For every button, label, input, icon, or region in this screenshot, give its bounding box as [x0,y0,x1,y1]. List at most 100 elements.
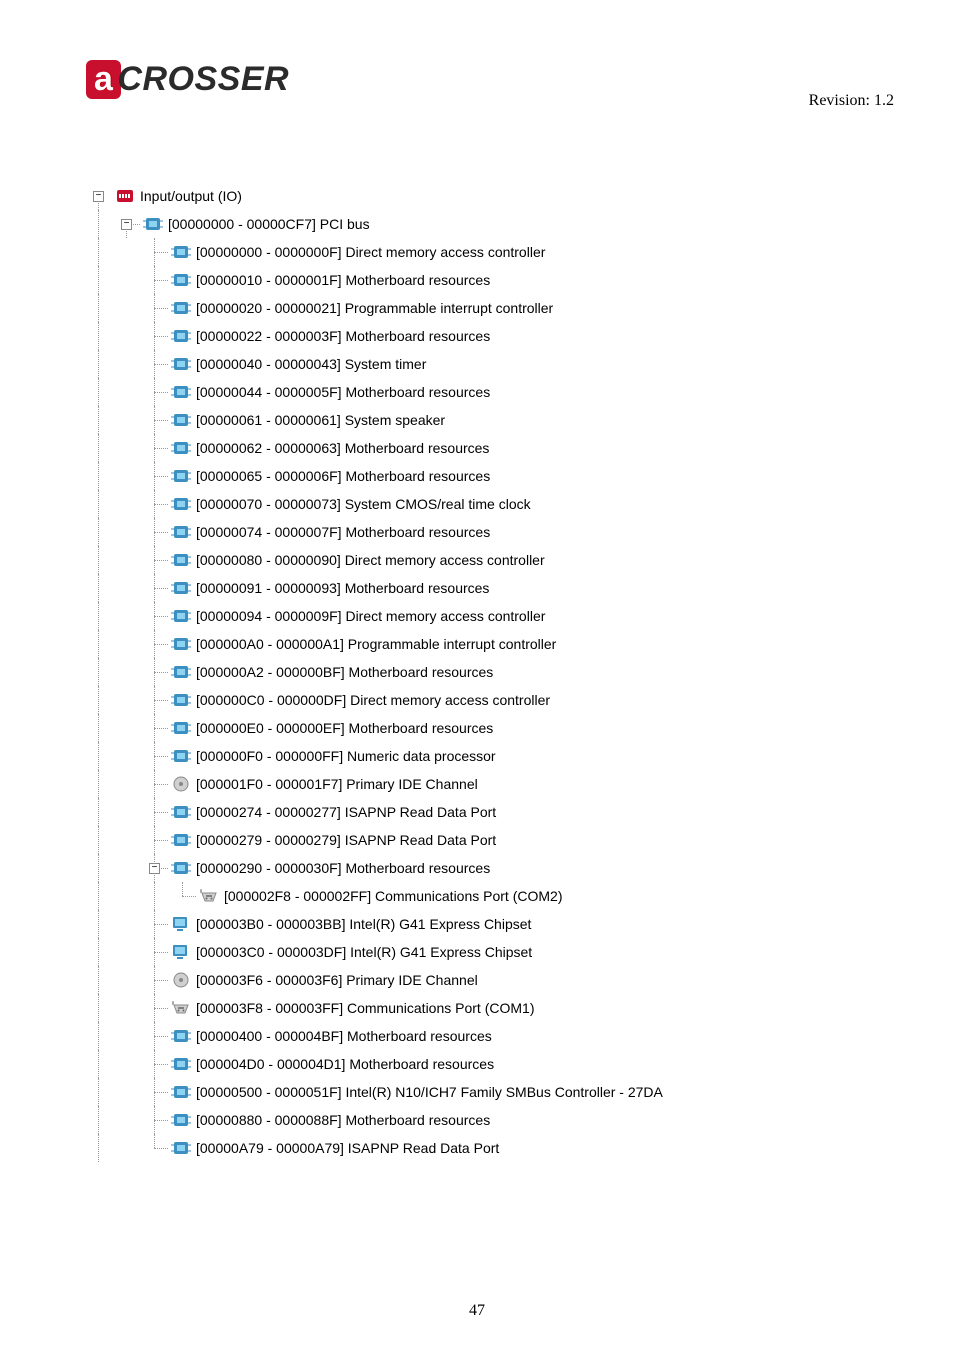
resource-label[interactable]: [00000062 - 00000063] Motherboard resour… [194,441,489,455]
tree-row: [000000C0 - 000000DF] Direct memory acce… [86,686,663,714]
tree-row: [00000022 - 0000003F] Motherboard resour… [86,322,663,350]
resource-label[interactable]: [00000070 - 00000073] System CMOS/real t… [194,497,531,511]
resource-label[interactable]: [00000044 - 0000005F] Motherboard resour… [194,385,490,399]
resource-label[interactable]: [00000040 - 00000043] System timer [194,357,426,371]
expander-icon[interactable] [121,219,132,230]
chip-icon [170,523,192,541]
resource-label[interactable]: [00000274 - 00000277] ISAPNP Read Data P… [194,805,496,819]
tree-row: [000003F8 - 000003FF] Communications Por… [86,994,663,1022]
resource-label[interactable]: [000004D0 - 000004D1] Motherboard resour… [194,1057,494,1071]
resource-label[interactable]: [00000000 - 00000CF7] PCI bus [166,217,370,231]
chip-icon [170,719,192,737]
chip-icon [170,495,192,513]
tree-row: [00000080 - 00000090] Direct memory acce… [86,546,663,574]
tree-row: [000004D0 - 000004D1] Motherboard resour… [86,1050,663,1078]
tree-row: [00000279 - 00000279] ISAPNP Read Data P… [86,826,663,854]
expander-icon[interactable] [149,863,160,874]
resource-label[interactable]: [000003F8 - 000003FF] Communications Por… [194,1001,534,1015]
resource-label[interactable]: [00000080 - 00000090] Direct memory acce… [194,553,545,567]
tree-row: [00000091 - 00000093] Motherboard resour… [86,574,663,602]
tree-row: [00000A79 - 00000A79] ISAPNP Read Data P… [86,1134,663,1162]
resource-label[interactable]: [000002F8 - 000002FF] Communications Por… [222,889,562,903]
tree-row: [00000062 - 00000063] Motherboard resour… [86,434,663,462]
tree-row: [00000290 - 0000030F] Motherboard resour… [86,854,663,882]
chip-icon [170,355,192,373]
resource-label[interactable]: [00000279 - 00000279] ISAPNP Read Data P… [194,833,496,847]
resource-label[interactable]: [00000500 - 0000051F] Intel(R) N10/ICH7 … [194,1085,663,1099]
resource-label[interactable]: [000000F0 - 000000FF] Numeric data proce… [194,749,496,763]
chip-icon [170,607,192,625]
chip-icon [170,1111,192,1129]
display-icon [170,943,192,961]
resource-label[interactable]: [00000880 - 0000088F] Motherboard resour… [194,1113,490,1127]
tree-row: [00000040 - 00000043] System timer [86,350,663,378]
chip-icon [170,327,192,345]
chip-icon [170,383,192,401]
resource-label[interactable]: [00000074 - 0000007F] Motherboard resour… [194,525,490,539]
chip-icon [170,579,192,597]
resource-label[interactable]: [000001F0 - 000001F7] Primary IDE Channe… [194,777,478,791]
resource-label[interactable]: [00000022 - 0000003F] Motherboard resour… [194,329,490,343]
tree-row: [000003B0 - 000003BB] Intel(R) G41 Expre… [86,910,663,938]
resource-label[interactable]: [000000E0 - 000000EF] Motherboard resour… [194,721,493,735]
resource-tree: Input/output (IO) [00000000 - 00000CF7] … [86,182,663,1162]
resource-label[interactable]: [000000C0 - 000000DF] Direct memory acce… [194,693,550,707]
resource-label[interactable]: [00000010 - 0000001F] Motherboard resour… [194,273,490,287]
tree-row: [000000A2 - 000000BF] Motherboard resour… [86,658,663,686]
tree-row: [00000000 - 00000CF7] PCI bus [86,210,663,238]
resource-label[interactable]: [00000065 - 0000006F] Motherboard resour… [194,469,490,483]
tree-row: [00000044 - 0000005F] Motherboard resour… [86,378,663,406]
expander-icon[interactable] [93,191,104,202]
resource-label[interactable]: [000003B0 - 000003BB] Intel(R) G41 Expre… [194,917,531,931]
tree-row: [00000880 - 0000088F] Motherboard resour… [86,1106,663,1134]
tree-row: Input/output (IO) [86,182,663,210]
tree-row: [00000061 - 00000061] System speaker [86,406,663,434]
chip-icon [170,691,192,709]
ide-icon [170,971,192,989]
chip-icon [170,271,192,289]
chip-icon [170,1055,192,1073]
chip-icon [170,551,192,569]
resource-label[interactable]: [00000290 - 0000030F] Motherboard resour… [194,861,490,875]
resource-label[interactable]: [000000A2 - 000000BF] Motherboard resour… [194,665,493,679]
display-icon [170,915,192,933]
resource-label[interactable]: [00000061 - 00000061] System speaker [194,413,445,427]
resource-label[interactable]: [00000094 - 0000009F] Direct memory acce… [194,609,545,623]
logo: aCROSSER [86,60,289,98]
resource-label[interactable]: [00000A79 - 00000A79] ISAPNP Read Data P… [194,1141,499,1155]
port-icon [198,887,220,905]
chip-icon [170,299,192,317]
chip-icon [170,411,192,429]
chip-icon [170,831,192,849]
resource-label[interactable]: [000000A0 - 000000A1] Programmable inter… [194,637,556,651]
tree-row: [000000A0 - 000000A1] Programmable inter… [86,630,663,658]
resource-label[interactable]: [000003C0 - 000003DF] Intel(R) G41 Expre… [194,945,532,959]
chip-icon [170,467,192,485]
resource-label[interactable]: [000003F6 - 000003F6] Primary IDE Channe… [194,973,478,987]
port-icon [170,999,192,1017]
chip-icon [170,803,192,821]
page-number: 47 [0,1302,954,1320]
tree-row: [00000000 - 0000000F] Direct memory acce… [86,238,663,266]
tree-row: [000002F8 - 000002FF] Communications Por… [86,882,663,910]
tree-row: [00000094 - 0000009F] Direct memory acce… [86,602,663,630]
tree-row: [00000020 - 00000021] Programmable inter… [86,294,663,322]
tree-row: [000001F0 - 000001F7] Primary IDE Channe… [86,770,663,798]
tree-row: [000003F6 - 000003F6] Primary IDE Channe… [86,966,663,994]
chip-icon [170,439,192,457]
chip-icon [170,243,192,261]
tree-row: [00000074 - 0000007F] Motherboard resour… [86,518,663,546]
chip-icon [170,1139,192,1157]
resource-label[interactable]: [00000091 - 00000093] Motherboard resour… [194,581,489,595]
tree-row: [00000010 - 0000001F] Motherboard resour… [86,266,663,294]
resource-label[interactable]: [00000000 - 0000000F] Direct memory acce… [194,245,545,259]
chip-icon [170,1083,192,1101]
logo-text: CROSSER [117,60,289,98]
resource-label[interactable]: [00000400 - 000004BF] Motherboard resour… [194,1029,492,1043]
resource-label[interactable]: [00000020 - 00000021] Programmable inter… [194,301,553,315]
resource-label[interactable]: Input/output (IO) [138,189,242,203]
io-icon [114,187,136,205]
ide-icon [170,775,192,793]
tree-row: [00000070 - 00000073] System CMOS/real t… [86,490,663,518]
tree-row: [000003C0 - 000003DF] Intel(R) G41 Expre… [86,938,663,966]
